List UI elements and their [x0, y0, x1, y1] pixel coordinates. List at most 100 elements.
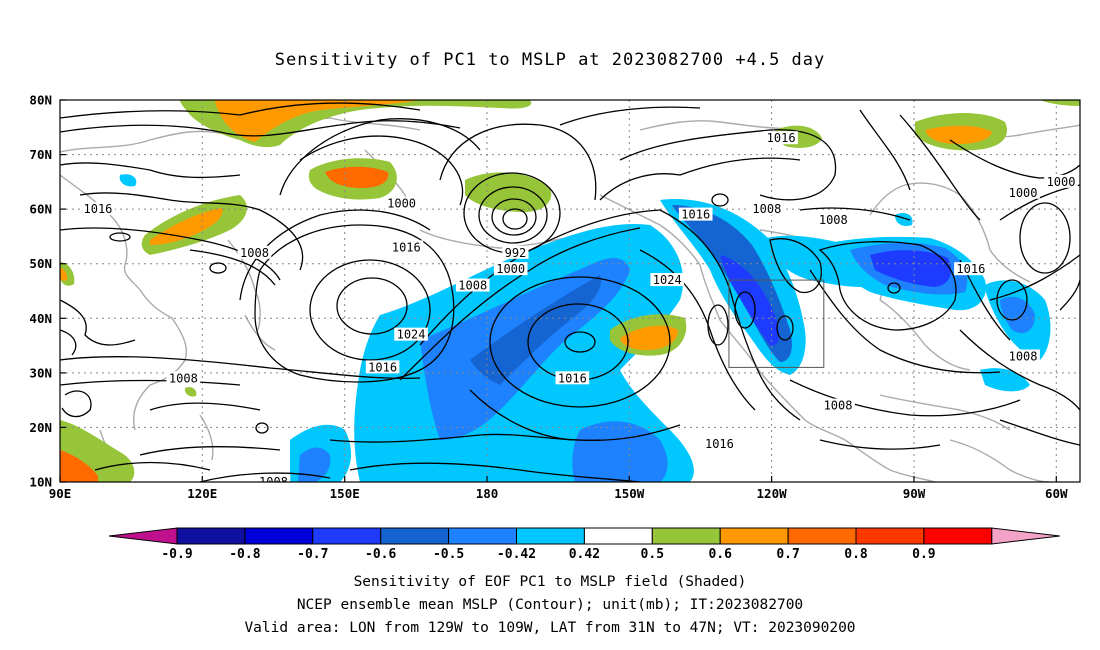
- contour-label: 1016: [81, 202, 115, 216]
- contour-label-text: 1008: [240, 246, 269, 260]
- contour-label: 1008: [750, 202, 784, 216]
- contour-label: 1016: [764, 131, 798, 145]
- lat-label: 80N: [29, 93, 52, 108]
- contour-label-text: 1016: [368, 360, 397, 374]
- longitude-labels: 90E 120E 150E 180 150W 120W 90W 60W: [49, 486, 1068, 501]
- contour-label-bg: [821, 398, 855, 412]
- colorbar-swatch: [923, 527, 993, 545]
- lon-label: 60W: [1045, 486, 1068, 501]
- colorbar-tick-label: -0.6: [365, 547, 396, 562]
- mslp-contours: [60, 102, 1080, 482]
- contour-label-text: 1008: [169, 371, 198, 385]
- contour-label: 1024: [650, 273, 685, 287]
- contour-label-bg: [678, 207, 713, 221]
- contour-label-bg: [555, 371, 590, 385]
- colorbar-tick-label: 0.5: [641, 547, 664, 562]
- contour-label-text: 992: [505, 246, 527, 260]
- contour-label: 1008: [166, 371, 201, 385]
- lon-label: 120E: [187, 486, 217, 501]
- contour-label-text: 1008: [824, 399, 853, 413]
- contour-label-bg: [1044, 174, 1078, 188]
- lon-label: 90E: [49, 486, 72, 501]
- colorbar-swatch: [448, 527, 518, 545]
- contour-label-text: 1000: [1009, 186, 1038, 200]
- contour-label-text: 1000: [387, 197, 416, 211]
- map-plot: 1016 1008 1000 1016 992 1000 1008 1024 1016 1008 1…: [60, 100, 1080, 489]
- contour-label: 1000: [1006, 185, 1040, 200]
- colorbar-tick-label: -0.42: [497, 547, 536, 562]
- contour-label-text: 1008: [259, 475, 288, 489]
- contour-label-text: 1008: [819, 213, 848, 227]
- contour-label: 1016: [389, 240, 424, 254]
- contour-label-bg: [365, 360, 400, 374]
- colorbar-swatch: [312, 527, 382, 545]
- lat-label: 70N: [29, 147, 52, 162]
- colorbar-tick-label: -0.9: [161, 547, 192, 562]
- colorbar-swatch: [516, 527, 585, 545]
- contour-label-text: 1016: [84, 202, 113, 216]
- lon-label: 150E: [330, 486, 360, 501]
- contour-label-bg: [954, 262, 988, 276]
- colorbar-tick-label: 0.6: [708, 547, 732, 562]
- colorbar: -0.9 -0.8 -0.7 -0.6 -0.5 -0.42 0.42 0.5 0.6 0.7 0.…: [108, 527, 1060, 562]
- contour-label-bg: [1006, 185, 1040, 199]
- lon-label: 150W: [614, 486, 645, 501]
- contour-label-bg: [166, 371, 201, 385]
- contour-label: 1016: [702, 436, 737, 451]
- lat-label: 20N: [29, 420, 52, 435]
- colorbar-swatch: [719, 527, 789, 545]
- contour-label: 1016: [365, 360, 400, 374]
- contour-label: 1008: [237, 245, 272, 260]
- contour-label: 1016: [555, 371, 590, 385]
- colorbar-swatch: [651, 527, 721, 545]
- contour-label: 1016: [678, 207, 713, 222]
- contour-label: 1000: [1044, 174, 1078, 189]
- contour-label-text: 1016: [392, 240, 421, 254]
- contour-label: 1008: [1006, 349, 1040, 363]
- map-frame: [59, 99, 1081, 483]
- colorbar-under-triangle: [108, 527, 178, 545]
- contour-label-text: 1016: [681, 208, 710, 222]
- legend-line-contour: NCEP ensemble mean MSLP (Contour); unit(…: [296, 597, 804, 613]
- contour-label-bg: [237, 245, 272, 259]
- contour-label-bg: [702, 436, 737, 450]
- sensitivity-shading: [60, 100, 1080, 482]
- contour-label-bg: [384, 196, 419, 210]
- colorbar-swatch: [380, 527, 450, 545]
- colorbar-swatch: [787, 527, 857, 545]
- colorbar-tick-label: 0.8: [844, 547, 868, 562]
- latitude-labels: 80N 70N 60N 50N 40N 30N 20N 10N: [29, 93, 52, 490]
- contour-label: 1008: [821, 398, 855, 413]
- contour-label-text: 1024: [653, 273, 682, 287]
- contour-label: 1000: [493, 262, 528, 276]
- contour-label-bg: [764, 131, 798, 145]
- lat-label: 60N: [29, 202, 52, 217]
- contour-label-bg: [1006, 349, 1040, 363]
- lat-label: 50N: [29, 256, 52, 271]
- contour-label-bg: [493, 262, 528, 276]
- contour-label-text: 1000: [1047, 175, 1076, 189]
- contour-label-bg: [394, 327, 428, 341]
- contour-label-text: 1008: [752, 202, 781, 216]
- colorbar-swatch: [244, 527, 314, 545]
- contour-label-bg: [650, 273, 685, 287]
- contour-label: 1024: [394, 327, 428, 342]
- contour-label: 1016: [954, 262, 988, 276]
- colorbar-swatch: [583, 527, 653, 545]
- contour-label-text: 1016: [705, 437, 734, 451]
- legend-line-shading: Sensitivity of EOF PC1 to MSLP field (Sh…: [353, 574, 747, 590]
- contour-label: 1008: [256, 475, 291, 489]
- lon-label: 180: [476, 486, 499, 501]
- contour-label-bg: [256, 475, 291, 482]
- contour-label-bg: [455, 278, 490, 292]
- colorbar-tick-label: -0.5: [433, 547, 464, 562]
- lon-label: 90W: [903, 486, 926, 501]
- contour-label-bg: [816, 213, 851, 227]
- contour-label-text: 1016: [558, 371, 587, 385]
- contour-label-bg: [502, 245, 529, 259]
- axis-ticks: [59, 99, 1057, 483]
- contour-label-bg: [750, 202, 784, 216]
- colorbar-tick-label: -0.7: [297, 547, 328, 562]
- valid-area-box: [728, 279, 825, 368]
